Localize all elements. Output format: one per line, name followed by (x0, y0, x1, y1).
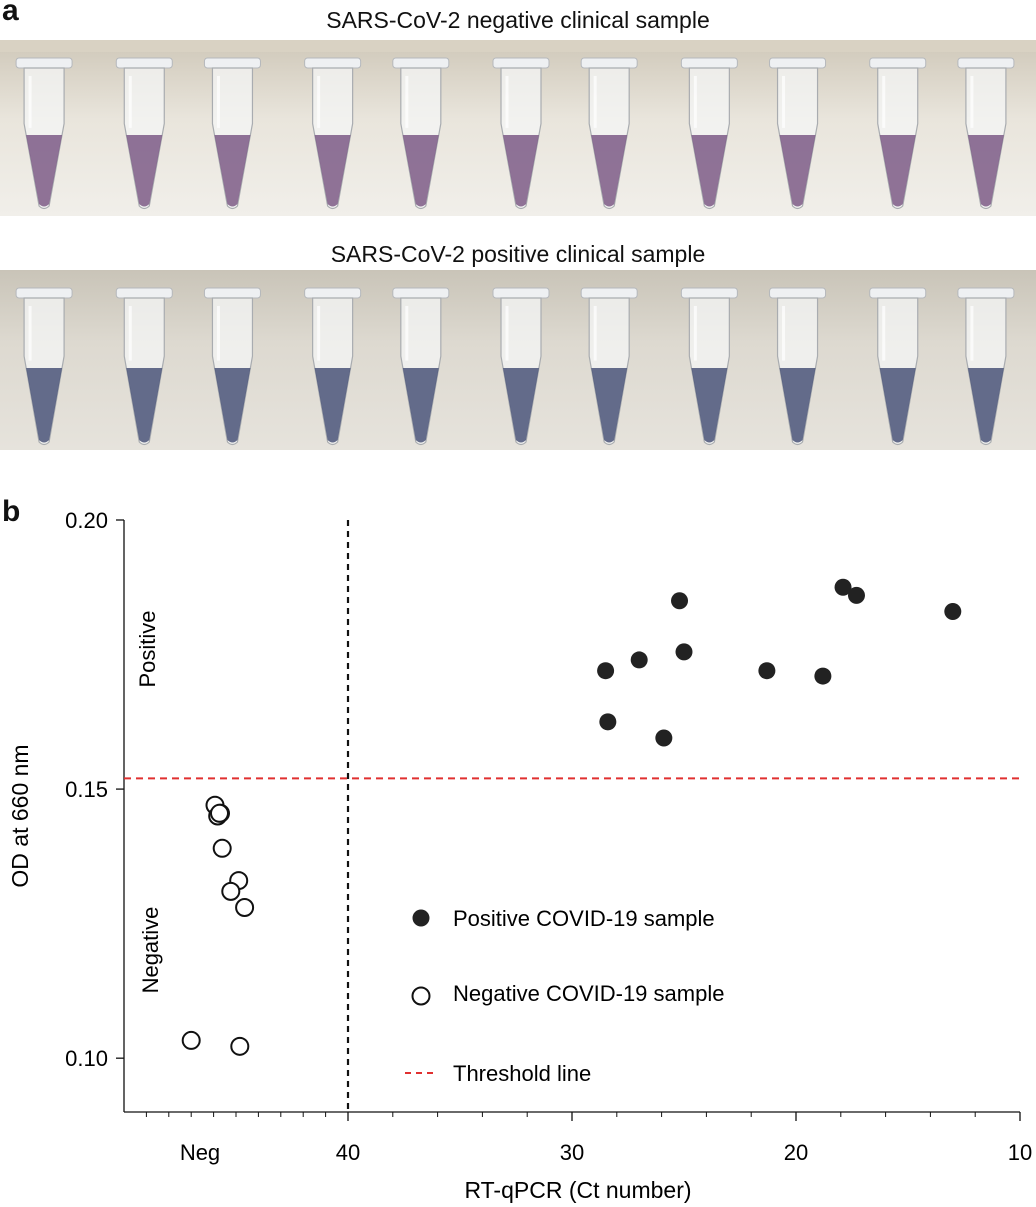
tube (769, 57, 827, 210)
tube (492, 57, 550, 210)
tube (580, 287, 638, 446)
negative-sample-point (210, 803, 229, 823)
x-tick-label: 10 (1008, 1140, 1032, 1165)
legend-marker-positive (412, 909, 430, 927)
positive-sample-point (758, 662, 776, 680)
tube (869, 57, 927, 210)
tube (680, 287, 738, 446)
negative-sample-point (235, 897, 255, 917)
tube (115, 57, 173, 210)
tube (769, 287, 827, 446)
tube (580, 57, 638, 210)
tube (203, 287, 261, 446)
positive-tube-row (15, 287, 1015, 446)
negative-sample-point (212, 838, 232, 858)
chart-legend: Positive COVID-19 sample Negative COVID-… (405, 906, 724, 1086)
tube (15, 57, 73, 210)
positive-sample-point (847, 586, 865, 604)
chart-axes (123, 520, 1020, 1113)
positive-sample-point (597, 662, 615, 680)
legend-marker-negative (411, 986, 431, 1006)
panel-b-letter: b (2, 495, 21, 528)
negative-tubes-photo (0, 40, 1036, 216)
tube (492, 287, 550, 446)
tube (957, 57, 1015, 210)
negative-tube-row (15, 57, 1015, 210)
legend-label-positive: Positive COVID-19 sample (453, 906, 715, 931)
x-axis-minor-ticks (145, 1112, 976, 1117)
tube (15, 287, 73, 446)
x-tick-label: 30 (560, 1140, 584, 1165)
tube (304, 57, 362, 210)
data-points (181, 578, 962, 1056)
negative-sample-point (221, 881, 241, 901)
negative-sample-point (230, 1036, 250, 1056)
negative-region-label: Negative (138, 907, 163, 994)
y-axis-ticks: 0.10 0.15 0.20 (65, 508, 124, 1071)
y-axis-label: OD at 660 nm (7, 744, 33, 887)
legend-label-threshold: Threshold line (453, 1061, 591, 1086)
x-tick-label: 40 (336, 1140, 360, 1165)
tube (392, 287, 450, 446)
tube (957, 287, 1015, 446)
panel-a-letter: a (2, 0, 19, 27)
tube (115, 287, 173, 446)
negative-sample-point (181, 1030, 201, 1050)
positive-region-label: Positive (135, 610, 160, 687)
y-tick-label: 0.20 (65, 508, 108, 533)
tube (203, 57, 261, 210)
x-tick-label: 20 (784, 1140, 808, 1165)
positive-tubes-photo (0, 270, 1036, 450)
negative-sample-title: SARS-CoV-2 negative clinical sample (326, 7, 710, 33)
positive-sample-point (814, 667, 832, 685)
y-tick-label: 0.10 (65, 1046, 108, 1071)
x-axis-label: RT-qPCR (Ct number) (464, 1177, 691, 1203)
tube (680, 57, 738, 210)
positive-sample-point (655, 729, 673, 747)
positive-sample-point (834, 578, 852, 596)
positive-sample-point (671, 592, 689, 610)
tube (304, 287, 362, 446)
x-tick-label-neg: Neg (180, 1140, 220, 1165)
x-axis-ticks: 40 30 20 10 Neg (180, 1112, 1032, 1165)
positive-sample-point (944, 602, 962, 620)
y-tick-label: 0.15 (65, 777, 108, 802)
positive-sample-point (599, 713, 617, 731)
tube (869, 287, 927, 446)
tube (392, 57, 450, 210)
positive-sample-title: SARS-CoV-2 positive clinical sample (330, 241, 706, 267)
positive-sample-point (675, 643, 693, 661)
legend-label-negative: Negative COVID-19 sample (453, 981, 724, 1006)
positive-sample-point (630, 651, 648, 669)
